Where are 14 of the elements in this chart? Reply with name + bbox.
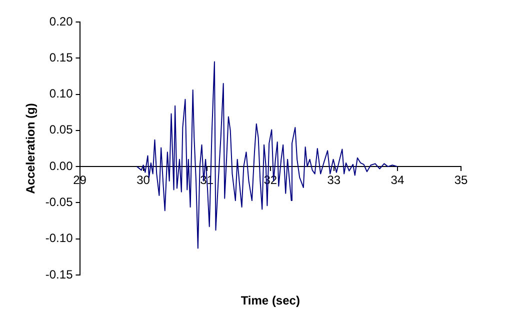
- x-tick-label: 35: [454, 173, 468, 188]
- x-axis-title: Time (sec): [240, 293, 300, 308]
- x-tick-label: 34: [390, 173, 404, 188]
- y-tick-label: -0.15: [45, 267, 74, 282]
- y-axis-title: Acceleration (g): [24, 103, 38, 194]
- y-tick-label: -0.05: [45, 195, 74, 210]
- y-tick-label: 0.20: [49, 14, 74, 28]
- y-tick-label: 0.00: [49, 158, 74, 173]
- y-tick-label: 0.10: [49, 86, 74, 101]
- x-tick-label: 30: [136, 173, 150, 188]
- y-tick-label: -0.10: [45, 231, 74, 246]
- y-tick-label: 0.05: [49, 122, 74, 137]
- x-tick-label: 33: [327, 173, 341, 188]
- y-tick-label: 0.15: [49, 50, 74, 64]
